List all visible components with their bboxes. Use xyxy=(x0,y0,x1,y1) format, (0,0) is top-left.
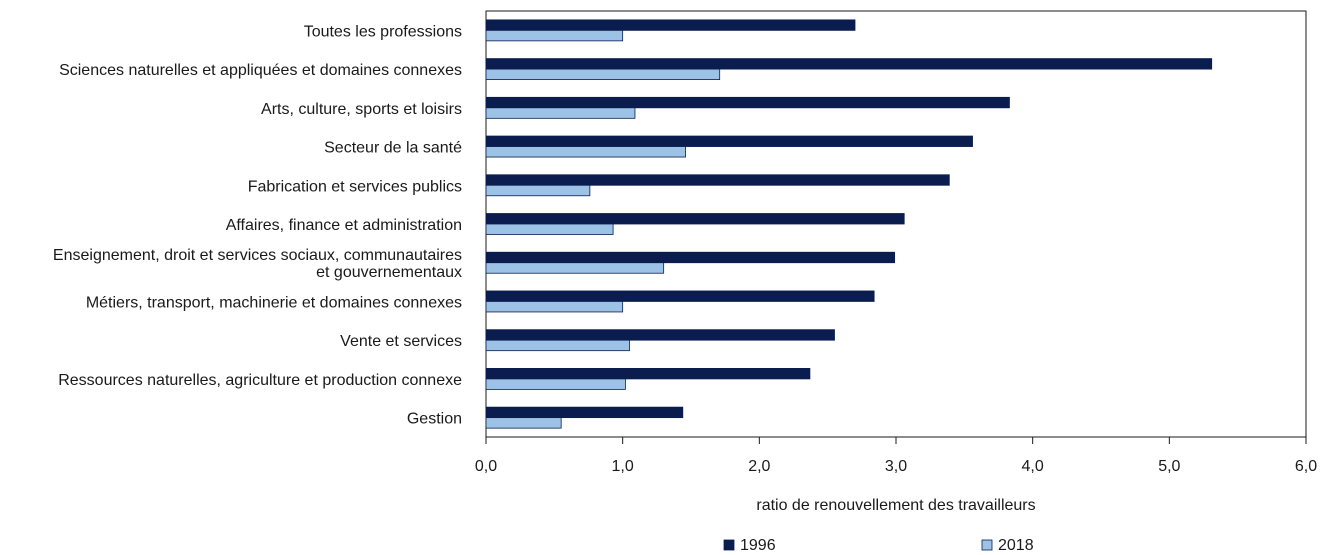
x-tick-label: 1,0 xyxy=(612,458,634,475)
x-tick-label: 2,0 xyxy=(748,458,770,475)
legend: 1996 2018 xyxy=(723,537,1034,554)
bar-1996-6 xyxy=(485,251,896,264)
bar-2018-10 xyxy=(485,417,562,429)
category-labels: Toutes les professions Sciences naturelle… xyxy=(53,23,462,427)
bar-2018-8 xyxy=(485,339,630,352)
category-label: Fabrication et services publics xyxy=(248,178,462,195)
bar-2018-5 xyxy=(485,223,614,235)
bar-1996-3 xyxy=(485,135,973,147)
bar-2018-4 xyxy=(485,184,591,197)
category-label: Métiers, transport, machinerie et domain… xyxy=(86,294,462,311)
category-label: Arts, culture, sports et loisirs xyxy=(261,101,462,118)
legend-label-1996: 1996 xyxy=(740,537,776,554)
category-label: Gestion xyxy=(407,411,462,428)
category-label: Vente et services xyxy=(340,333,462,350)
bar-2018-1 xyxy=(485,68,721,80)
bars xyxy=(485,19,1213,429)
category-label: Affaires, finance et administration xyxy=(226,217,462,234)
bar-2018-0 xyxy=(485,29,624,42)
bar-1996-9 xyxy=(485,368,811,380)
category-label: Enseignement, droit et services sociaux,… xyxy=(53,247,462,264)
x-tick-label: 0,0 xyxy=(475,458,497,475)
bar-1996-1 xyxy=(485,58,1213,70)
bar-2018-3 xyxy=(485,146,686,158)
category-label: et gouvernementaux xyxy=(316,264,462,281)
x-tick-label: 5,0 xyxy=(1158,458,1180,475)
bar-1996-2 xyxy=(485,96,1010,109)
legend-swatch-2018 xyxy=(981,539,993,551)
x-axis-ticks: 0,0 1,0 2,0 3,0 4,0 5,0 6,0 xyxy=(475,437,1317,475)
bar-1996-4 xyxy=(485,174,950,186)
bar-1996-0 xyxy=(485,19,856,31)
bar-1996-8 xyxy=(485,329,835,341)
bar-2018-2 xyxy=(485,107,636,119)
category-label: Secteur de la santé xyxy=(324,140,462,157)
bar-1996-5 xyxy=(485,213,905,225)
bar-1996-7 xyxy=(485,290,875,302)
bar-2018-6 xyxy=(485,262,665,274)
legend-label-2018: 2018 xyxy=(998,537,1034,554)
legend-swatch-1996 xyxy=(723,539,735,551)
bar-2018-9 xyxy=(485,378,626,390)
x-axis-label: ratio de renouvellement des travailleurs xyxy=(756,497,1035,514)
x-tick-label: 4,0 xyxy=(1022,458,1044,475)
category-label: Toutes les professions xyxy=(304,23,462,40)
bar-2018-7 xyxy=(485,301,624,313)
x-tick-label: 3,0 xyxy=(885,458,907,475)
category-label: Ressources naturelles, agriculture et pr… xyxy=(58,372,462,389)
category-label: Sciences naturelles et appliquées et dom… xyxy=(59,62,462,79)
x-tick-label: 6,0 xyxy=(1295,458,1317,475)
bar-1996-10 xyxy=(485,406,684,419)
